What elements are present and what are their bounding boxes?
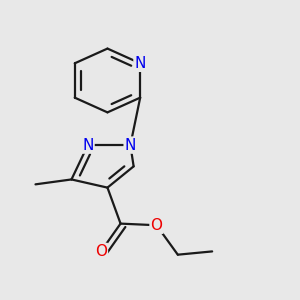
Text: N: N [134, 56, 146, 71]
Text: O: O [151, 218, 163, 233]
Text: O: O [95, 244, 107, 259]
Text: N: N [82, 138, 94, 153]
Text: N: N [125, 138, 136, 153]
